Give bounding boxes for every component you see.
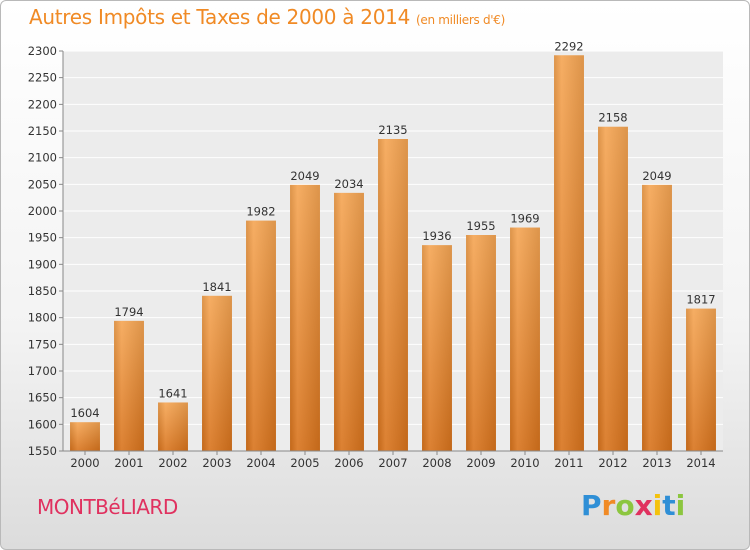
bar-value-label: 2049 xyxy=(642,169,671,183)
bar-value-label: 2135 xyxy=(378,123,407,137)
y-tick-label: 2300 xyxy=(28,44,57,58)
logo-letter: r xyxy=(601,489,616,522)
bar-shade xyxy=(642,184,672,451)
bar-value-label: 2034 xyxy=(334,177,363,191)
x-tick-label: 2013 xyxy=(642,456,671,470)
bar-value-label: 1604 xyxy=(70,406,99,420)
bar-shade xyxy=(378,139,408,451)
y-tick-label: 1700 xyxy=(28,364,57,378)
x-tick-label: 2014 xyxy=(686,456,715,470)
y-tick-label: 1800 xyxy=(28,311,57,325)
bar-shade xyxy=(510,227,540,451)
y-tick-label: 1750 xyxy=(28,337,57,351)
x-tick-label: 2012 xyxy=(598,456,627,470)
bar-value-label: 1841 xyxy=(202,280,231,294)
bar-value-label: 1955 xyxy=(466,219,495,233)
bar-value-label: 1641 xyxy=(158,386,187,400)
x-tick-label: 2003 xyxy=(202,456,231,470)
y-tick-label: 2100 xyxy=(28,151,57,165)
bars: 1604 1794 1641 1841 1982 2049 2034 2135 1936 1955… xyxy=(70,39,716,452)
y-tick-label: 2150 xyxy=(28,124,57,138)
bar-shade xyxy=(334,192,364,451)
bar-shade xyxy=(422,245,452,451)
y-tick-label: 1850 xyxy=(28,284,57,298)
bar-shade xyxy=(70,422,100,451)
logo-letter: t xyxy=(662,489,676,522)
y-axis: 1550 1600 1650 1700 1750 1800 1850 1900 1950 2000… xyxy=(28,44,64,458)
bar-shade xyxy=(554,55,584,452)
x-tick-label: 2001 xyxy=(114,456,143,470)
y-tick-label: 2000 xyxy=(28,204,57,218)
bar-shade xyxy=(686,308,716,451)
x-tick-label: 2011 xyxy=(554,456,583,470)
bar-shade xyxy=(246,220,276,451)
logo-letter: x xyxy=(634,489,653,522)
chart-title-text: Autres Impôts et Taxes de 2000 à 2014 xyxy=(29,5,410,29)
logo-letter: o xyxy=(615,489,635,522)
proxiti-logo[interactable]: Proxiti xyxy=(581,489,685,522)
y-tick-label: 1600 xyxy=(28,417,57,431)
bar-shade xyxy=(158,402,188,451)
logo-letter: i xyxy=(652,489,663,522)
y-tick-label: 2050 xyxy=(28,177,57,191)
bar-shade xyxy=(290,184,320,451)
x-tick-label: 2007 xyxy=(378,456,407,470)
y-tick-label: 1550 xyxy=(28,444,57,458)
x-tick-label: 2004 xyxy=(246,456,275,470)
bar-value-label: 1817 xyxy=(686,293,715,307)
chart-title: Autres Impôts et Taxes de 2000 à 2014 (en… xyxy=(29,5,505,29)
city-name: MONTBéLIARD xyxy=(37,495,178,519)
bar-value-label: 1936 xyxy=(422,229,451,243)
x-tick-label: 2006 xyxy=(334,456,363,470)
x-tick-label: 2002 xyxy=(158,456,187,470)
bar-value-label: 2292 xyxy=(554,39,583,53)
y-tick-label: 2250 xyxy=(28,71,57,85)
x-tick-label: 2000 xyxy=(70,456,99,470)
logo-letter: i xyxy=(675,489,686,522)
logo-letter: P xyxy=(581,489,602,522)
x-tick-label: 2010 xyxy=(510,456,539,470)
bar-shade xyxy=(114,320,144,451)
bar-value-label: 1794 xyxy=(114,305,143,319)
x-tick-label: 2005 xyxy=(290,456,319,470)
bar-shade xyxy=(466,235,496,451)
bar-value-label: 1969 xyxy=(510,212,539,226)
y-tick-label: 2200 xyxy=(28,97,57,111)
x-axis: 2000 2001 2002 2003 2004 2005 2006 2007 2008 2009… xyxy=(63,450,723,470)
x-tick-label: 2009 xyxy=(466,456,495,470)
bar-value-label: 2158 xyxy=(598,111,627,125)
x-tick-label: 2008 xyxy=(422,456,451,470)
y-tick-label: 1650 xyxy=(28,391,57,405)
bar-shade xyxy=(202,295,232,451)
y-tick-label: 1900 xyxy=(28,257,57,271)
bar-value-label: 2049 xyxy=(290,169,319,183)
y-tick-label: 1950 xyxy=(28,231,57,245)
bar-value-label: 1982 xyxy=(246,205,275,219)
bar-shade xyxy=(598,126,628,451)
chart-unit: (en milliers d'€) xyxy=(416,13,506,27)
